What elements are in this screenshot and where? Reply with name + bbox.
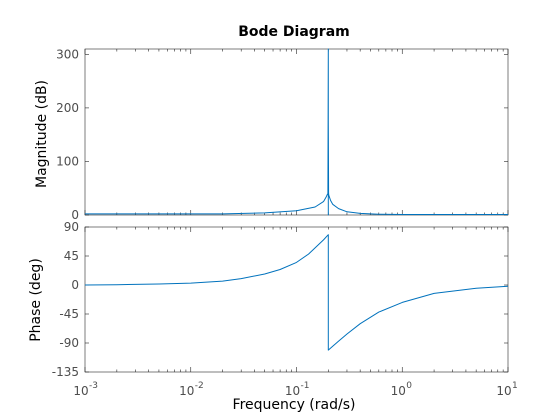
phase-series-line: [84, 234, 509, 351]
x-axis-label: Frequency (rad/s): [233, 397, 356, 413]
y-tick-label: -90: [59, 336, 79, 350]
y-tick-label: 300: [56, 47, 79, 61]
y-tick-label: 200: [56, 101, 79, 115]
magnitude-axes: 0 100 200 300: [56, 47, 509, 222]
magnitude-series-line: [85, 48, 508, 216]
y-tick-label: 0: [71, 208, 79, 222]
x-tick-exponent: 1: [512, 381, 518, 391]
y-tick-label: 45: [64, 249, 79, 263]
x-tick-exponent: -3: [89, 381, 98, 391]
x-tick-label: 10: [285, 384, 300, 398]
y-tick-label: -135: [52, 365, 79, 379]
axes-frame: [84, 226, 509, 373]
y-tick-label: -45: [59, 307, 79, 321]
x-tick-exponent: -2: [195, 381, 204, 391]
y-tick-label: 90: [64, 220, 79, 234]
x-tick-exponent: -1: [301, 381, 310, 391]
y-tick-label: 100: [56, 154, 79, 168]
magnitude-y-label: Magnitude (dB): [34, 80, 50, 188]
phase-y-label: Phase (deg): [28, 258, 44, 342]
axes-frame: [84, 48, 509, 216]
x-tick-label: 10: [391, 384, 406, 398]
x-tick-label: 10: [73, 384, 88, 398]
x-tick-label: 10: [496, 384, 511, 398]
y-tick-label: 0: [71, 278, 79, 292]
chart-title: Bode Diagram: [238, 24, 350, 40]
x-tick-label: 10: [179, 384, 194, 398]
x-tick-exponent: 0: [406, 381, 412, 391]
